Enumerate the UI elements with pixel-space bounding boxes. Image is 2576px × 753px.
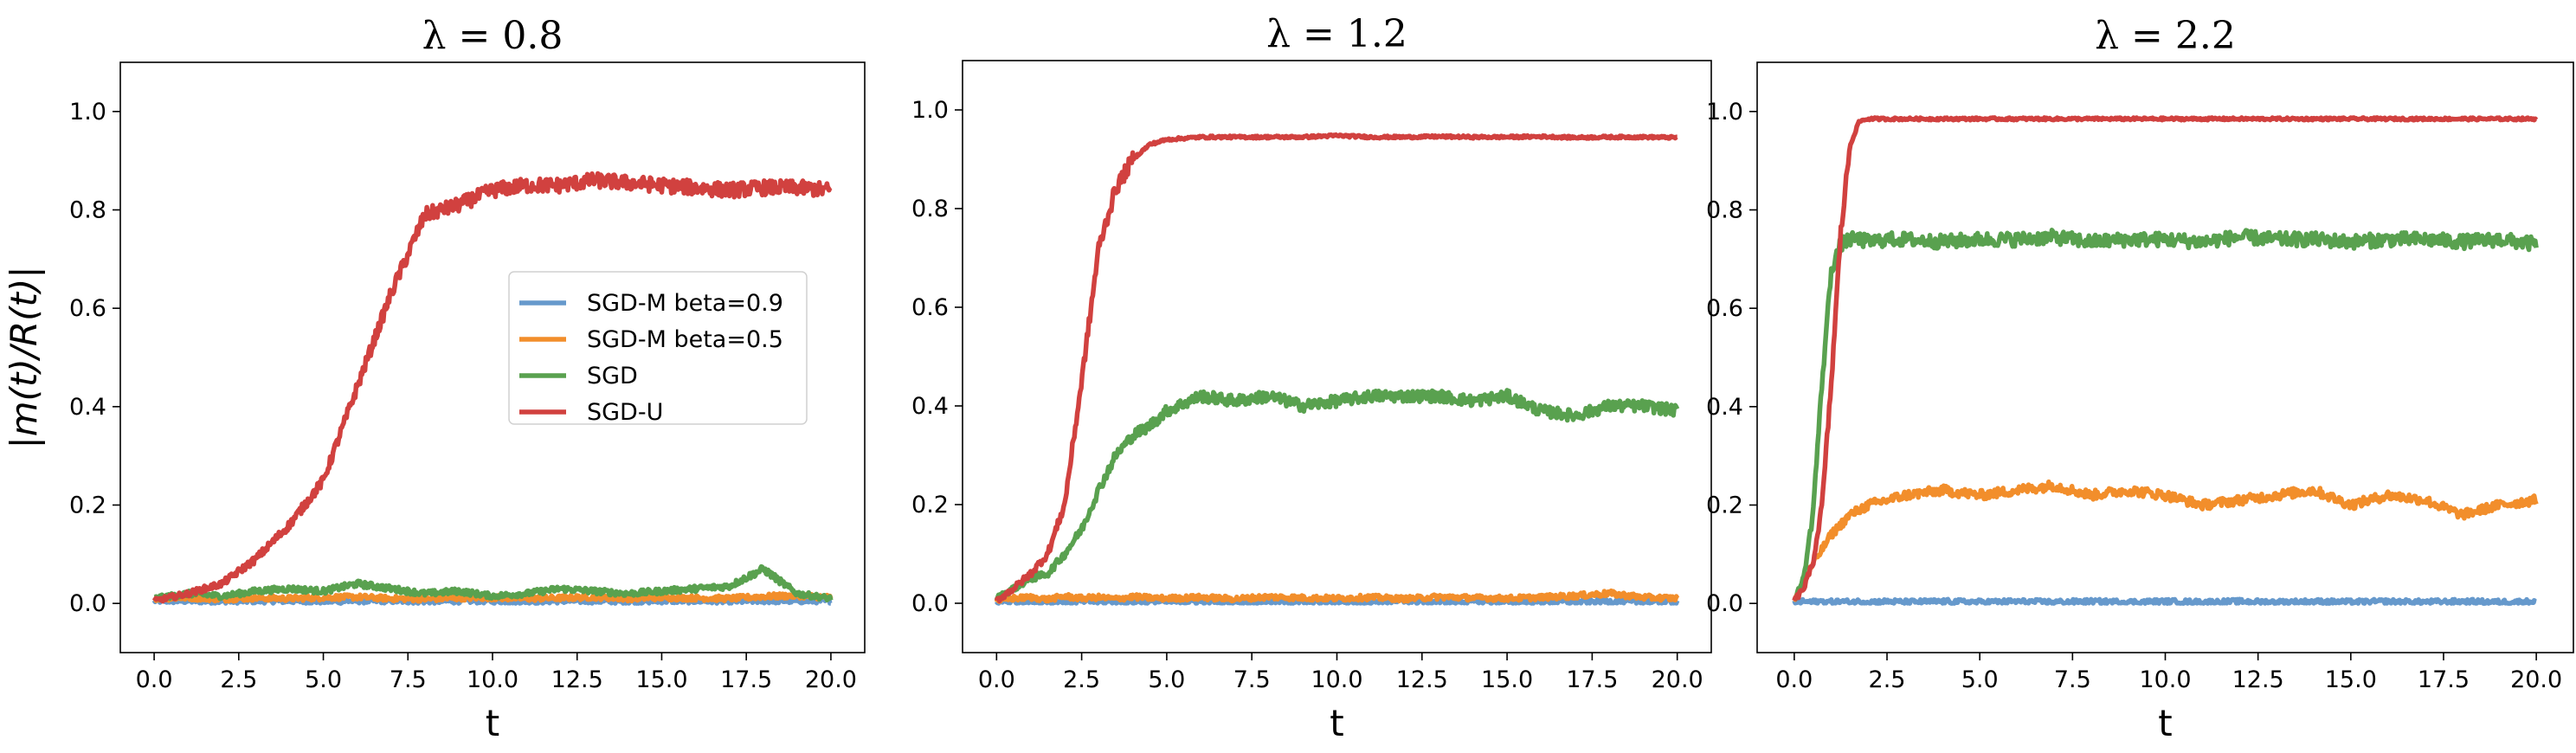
y-tick-label: 0.0: [911, 590, 949, 617]
x-tick-label: 2.5: [220, 666, 257, 693]
x-tick-label: 20.0: [2510, 666, 2562, 693]
y-tick-label: 0.4: [911, 393, 949, 420]
x-tick-label: 5.0: [305, 666, 342, 693]
x-tick-label: 12.5: [2232, 666, 2284, 693]
series-line-sgd-u: [994, 132, 1679, 604]
series-line-sgd: [994, 388, 1680, 602]
x-tick-label: 0.0: [978, 666, 1015, 693]
series-line-sgd-m-beta-0-9: [1792, 596, 2538, 606]
y-tick-label: 0.4: [1706, 394, 1743, 421]
x-tick-label: 0.0: [136, 666, 173, 693]
plot-frame: [1756, 61, 2574, 653]
x-tick-label: 12.5: [1396, 666, 1448, 693]
chart-panel-1: 0.0 2.5 5.0 7.5 10.0 12.5 15.0 17.5 20.0 0.0 0.2 0.…: [3, 14, 866, 744]
y-tick-label: 0.2: [69, 492, 106, 519]
x-tick-label: 15.0: [2325, 666, 2377, 693]
x-tick-label: 17.5: [720, 666, 772, 693]
x-tick-label: 20.0: [1652, 666, 1703, 693]
x-tick-label: 7.5: [2054, 666, 2091, 693]
chart-title: λ = 0.8: [422, 14, 564, 58]
legend-label: SGD-U: [587, 399, 663, 426]
y-tick-label: 0.4: [69, 394, 106, 421]
y-tick-label: 1.0: [1706, 99, 1743, 126]
y-tick-label: 1.0: [911, 97, 949, 124]
x-tick-label: 5.0: [1961, 666, 1999, 693]
series-line-sgd-u: [151, 171, 833, 604]
chart-panel-2: 0.0 2.5 5.0 7.5 10.0 12.5 15.0 17.5 20.0 0.0 0.2 0.…: [911, 12, 1712, 744]
legend-label: SGD-M beta=0.5: [587, 326, 783, 353]
x-tick-label: 10.0: [467, 666, 518, 693]
x-tick-label: 17.5: [1566, 666, 1618, 693]
x-tick-label: 10.0: [2139, 666, 2191, 693]
series-line-sgd: [1792, 228, 2539, 602]
y-tick-label: 1.0: [69, 99, 106, 126]
legend-label: SGD-M beta=0.9: [587, 290, 783, 317]
series-line-sgd-u: [1792, 115, 2539, 602]
chart-title: λ = 2.2: [2095, 14, 2236, 58]
x-tick-label: 7.5: [390, 666, 427, 693]
x-tick-label: 12.5: [551, 666, 603, 693]
x-axis-label: t: [2158, 702, 2172, 744]
x-tick-label: 20.0: [805, 666, 857, 693]
y-tick-label: 0.2: [911, 492, 949, 518]
y-tick-label: 0.8: [1706, 197, 1743, 224]
x-tick-label: 2.5: [1869, 666, 1906, 693]
x-axis-label: t: [486, 702, 499, 744]
chart-panel-3: 0.0 2.5 5.0 7.5 10.0 12.5 15.0 17.5 20.0 0.0 0.2 0.…: [1706, 14, 2574, 744]
y-tick-label: 0.0: [69, 590, 106, 617]
x-tick-label: 15.0: [635, 666, 687, 693]
plot-frame: [962, 60, 1712, 653]
x-tick-label: 10.0: [1311, 666, 1362, 693]
chart-title: λ = 1.2: [1266, 12, 1407, 56]
x-tick-label: 17.5: [2418, 666, 2470, 693]
y-tick-label: 0.2: [1706, 492, 1743, 519]
x-tick-label: 5.0: [1148, 666, 1185, 693]
x-tick-label: 0.0: [1775, 666, 1813, 693]
x-tick-label: 15.0: [1481, 666, 1533, 693]
series-line-sgd: [152, 563, 834, 603]
x-axis-label: t: [1330, 702, 1343, 744]
series-line-sgd-m-beta-0-5: [994, 588, 1680, 604]
legend-label: SGD: [587, 363, 638, 389]
y-tick-label: 0.0: [1706, 590, 1743, 617]
x-tick-label: 7.5: [1233, 666, 1271, 693]
y-tick-label: 0.6: [911, 294, 949, 321]
series-line-sgd-m-beta-0-5: [1793, 479, 2539, 602]
y-tick-label: 0.6: [69, 295, 106, 322]
y-tick-label: 0.8: [911, 196, 949, 222]
y-axis-label: |m(t)/R(t)|: [3, 266, 45, 448]
y-tick-label: 0.6: [1706, 295, 1743, 322]
x-tick-label: 2.5: [1063, 666, 1100, 693]
legend-box: [508, 271, 808, 425]
y-tick-label: 0.8: [69, 197, 106, 224]
